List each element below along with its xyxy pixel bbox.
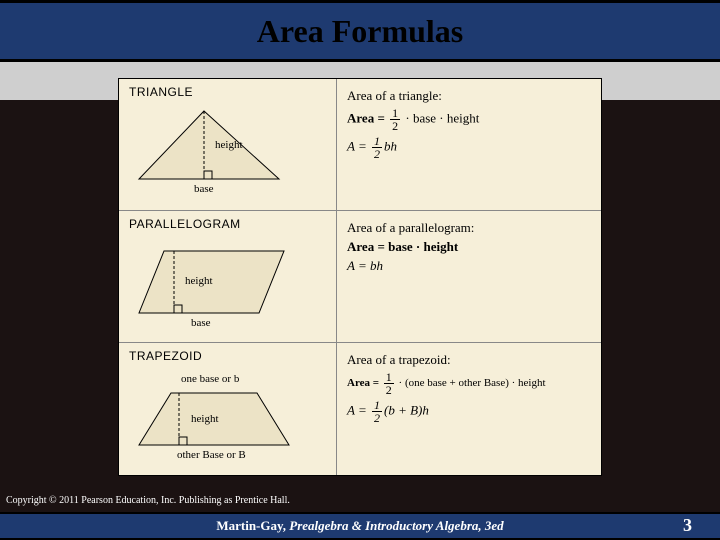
footer-author: Martin-Gay,	[216, 518, 286, 533]
para-formula-symbols: A = bh	[347, 258, 591, 274]
frac-den3: 2	[384, 384, 394, 396]
row-parallelogram: PARALLELOGRAM height base Area of a para…	[119, 211, 601, 343]
row-trapezoid: TRAPEZOID one base or b height other Bas…	[119, 343, 601, 475]
para-word: Area = base · height	[347, 239, 458, 254]
trap-formula-symbols: A = 12(b + B)h	[347, 399, 591, 424]
footer-book: Prealgebra & Introductory Algebra, 3ed	[289, 518, 503, 533]
trap-diagram-cell: TRAPEZOID one base or b height other Bas…	[119, 343, 337, 475]
triangle-formula-symbols: A = 12bh	[347, 135, 591, 160]
triangle-diagram: height base	[129, 101, 324, 206]
formulas-card: TRIANGLE height base Area of a triangle:…	[118, 78, 602, 476]
frac-den: 2	[390, 120, 400, 132]
tri-sym-lhs: A =	[347, 138, 370, 153]
tri-sym-rhs: bh	[384, 138, 397, 153]
para-diagram-cell: PARALLELOGRAM height base	[119, 211, 337, 342]
frac-den4: 2	[372, 412, 382, 424]
footer-text: Martin-Gay, Prealgebra & Introductory Al…	[216, 518, 503, 534]
triangle-diagram-cell: TRIANGLE height base	[119, 79, 337, 210]
trap-sym-lhs: A =	[347, 402, 370, 417]
tri-word-lhs: Area =	[347, 110, 388, 125]
triangle-formula-title: Area of a triangle:	[347, 88, 591, 104]
trap-bottom-label: other Base or B	[177, 449, 246, 461]
trap-sym-rhs: (b + B)h	[384, 402, 429, 417]
triangle-height-label: height	[215, 139, 243, 151]
page-number: 3	[683, 515, 692, 536]
triangle-title: TRIANGLE	[129, 85, 326, 99]
trap-top-label: one base or b	[181, 373, 239, 385]
para-title: PARALLELOGRAM	[129, 217, 326, 231]
trap-formula-cell: Area of a trapezoid: Area = 12 · (one ba…	[337, 343, 601, 475]
slide-header: Area Formulas	[0, 0, 720, 62]
para-formula-cell: Area of a parallelogram: Area = base · h…	[337, 211, 601, 342]
trap-formula-words: Area = 12 · (one base + other Base) · he…	[347, 371, 591, 396]
para-diagram: height base	[129, 233, 324, 338]
trap-word-lhs: Area =	[347, 377, 382, 389]
slide-title: Area Formulas	[257, 13, 463, 50]
trap-title: TRAPEZOID	[129, 349, 326, 363]
tri-word-rhs: · base · height	[402, 110, 479, 125]
para-base-label: base	[191, 317, 211, 329]
trap-height-label: height	[191, 413, 219, 425]
row-triangle: TRIANGLE height base Area of a triangle:…	[119, 79, 601, 211]
triangle-base-label: base	[194, 183, 214, 195]
trap-word-rhs: · (one base + other Base) · height	[396, 377, 546, 389]
para-formula-title: Area of a parallelogram:	[347, 220, 591, 236]
trap-diagram: one base or b height other Base or B	[129, 365, 324, 470]
copyright-text: Copyright © 2011 Pearson Education, Inc.…	[6, 495, 290, 506]
triangle-formula-words: Area = 12 · base · height	[347, 107, 591, 132]
trap-formula-title: Area of a trapezoid:	[347, 352, 591, 368]
slide-footer: Martin-Gay, Prealgebra & Introductory Al…	[0, 512, 720, 540]
frac-den2: 2	[372, 148, 382, 160]
triangle-formula-cell: Area of a triangle: Area = 12 · base · h…	[337, 79, 601, 210]
para-height-label: height	[185, 275, 213, 287]
para-formula-words: Area = base · height	[347, 239, 591, 255]
